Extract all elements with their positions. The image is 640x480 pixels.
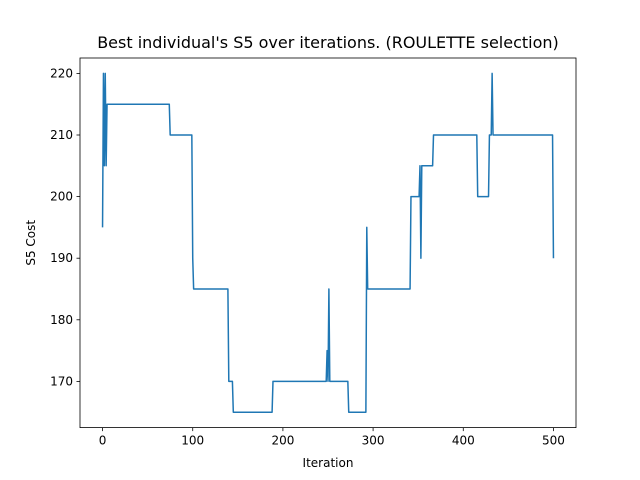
x-axis: 0 100 200 300 400 500 xyxy=(99,427,565,448)
plot-area xyxy=(101,72,555,413)
y-tick-label: 200 xyxy=(50,190,73,204)
x-tick-label: 500 xyxy=(542,434,565,448)
y-axis-label: S5 Cost xyxy=(24,220,38,266)
y-tick-label: 170 xyxy=(50,374,73,388)
x-tick-label: 300 xyxy=(362,434,385,448)
y-tick-label: 180 xyxy=(50,313,73,327)
axes-frame xyxy=(79,57,577,429)
x-tick-label: 0 xyxy=(99,434,107,448)
y-axis: 170 180 190 200 210 220 xyxy=(50,66,80,388)
series-line-0 xyxy=(101,72,555,413)
y-tick-label: 190 xyxy=(50,251,73,265)
x-axis-label: Iteration xyxy=(303,456,354,470)
chart-title: Best individual's S5 over iterations. (R… xyxy=(97,33,559,52)
x-tick-label: 100 xyxy=(181,434,204,448)
x-tick-label: 200 xyxy=(271,434,294,448)
y-tick-label: 220 xyxy=(50,66,73,80)
x-tick-label: 400 xyxy=(452,434,475,448)
y-tick-label: 210 xyxy=(50,128,73,142)
